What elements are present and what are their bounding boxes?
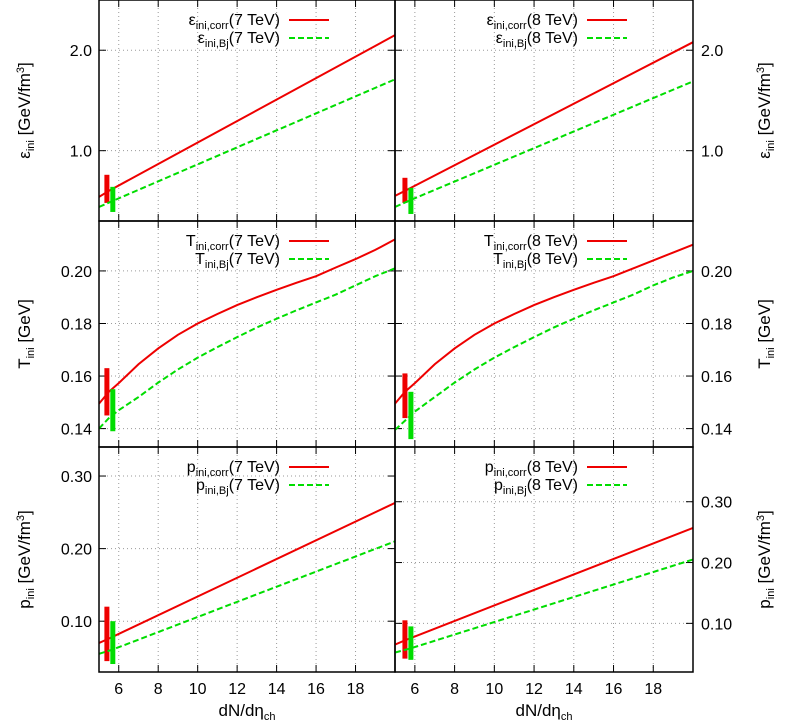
panel-p-8TeV: 0.10 0.20 0.30 pini,corr(8 TeV)pini,Bj(8 Te… [394, 446, 732, 698]
panel-epsilon-8TeV: 1.0 2.0 εini,corr(8 TeV)εini,Bj(8 TeV) [394, 0, 723, 222]
series-line-bj [395, 269, 693, 431]
x-tick-label: 16 [605, 681, 623, 698]
y-tick-label: 0.20 [61, 264, 92, 281]
legend-label-bj: pini,Bj(8 TeV) [494, 477, 578, 497]
x-axis-label-right: dN/dηch [516, 701, 573, 723]
legend-label-corr: εini,corr(8 TeV) [487, 12, 578, 32]
series-line-corr [395, 243, 693, 405]
error-bar-bj [408, 626, 414, 660]
series-line-bj [395, 80, 693, 208]
series-line-corr [99, 238, 395, 405]
y-axis-label-temperature-left: Tini [GeV] [15, 299, 37, 369]
y-tick-label: 0.16 [61, 369, 92, 386]
error-bar-bj [110, 621, 116, 665]
y-axis-label-epsilon-left: εini [GeV/fm3] [15, 62, 37, 159]
y-axis-label-pressure-left: pini [GeV/fm3] [15, 510, 37, 608]
error-bar-corr [104, 606, 110, 662]
y-axis-label-temperature-right: Tini [GeV] [755, 299, 777, 369]
x-tick-label: 16 [307, 681, 325, 698]
y-tick-label: 0.18 [61, 316, 92, 333]
y-tick-label: 2.0 [70, 43, 92, 60]
legend-label-corr: pini,corr(7 TeV) [187, 459, 280, 479]
y-tick-label: 0.20 [701, 556, 732, 573]
panels: 1.0 2.0 εini,corr(7 TeV)εini,Bj(7 TeV) 1.0 2… [61, 0, 732, 698]
legend-label-bj: Tini,Bj(7 TeV) [195, 251, 280, 271]
panel-border [394, 446, 694, 673]
y-tick-label: 0.30 [701, 495, 732, 512]
series-line-bj [99, 78, 395, 208]
legend-label-bj: εini,Bj(7 TeV) [198, 30, 280, 50]
y-tick-label: 1.0 [701, 144, 723, 161]
y-tick-label: 0.16 [701, 369, 732, 386]
error-bar-bj [408, 187, 414, 214]
x-tick-label: 10 [189, 681, 207, 698]
y-tick-label: 2.0 [701, 43, 723, 60]
x-tick-label: 18 [644, 681, 662, 698]
legend-label-bj: εini,Bj(8 TeV) [496, 30, 578, 50]
y-tick-label: 0.10 [701, 616, 732, 633]
legend-label-bj: Tini,Bj(8 TeV) [493, 251, 578, 271]
legend-label-corr: Tini,corr(7 TeV) [186, 233, 280, 253]
y-tick-label: 0.14 [701, 422, 732, 439]
y-tick-label: 0.18 [701, 316, 732, 333]
x-tick-label: 8 [450, 681, 459, 698]
x-tick-label: 6 [410, 681, 419, 698]
error-bar-corr [402, 373, 408, 419]
x-tick-label: 6 [114, 681, 123, 698]
error-bar-corr [104, 368, 110, 416]
error-bar-bj [110, 389, 116, 432]
x-tick-label: 18 [347, 681, 365, 698]
panel-p-7TeV: 0.10 0.20 0.30 pini,corr(7 TeV)pini,Bj(7 Te… [61, 446, 396, 698]
legend-label-corr: Tini,corr(8 TeV) [484, 233, 578, 253]
legend-label-bj: pini,Bj(7 TeV) [196, 477, 280, 497]
error-bar-corr [402, 177, 408, 203]
error-bar-corr [104, 174, 110, 203]
y-axis-label-epsilon-right: εini [GeV/fm3] [755, 62, 777, 159]
y-tick-label: 0.10 [61, 614, 92, 631]
panel-T-7TeV: 0.14 0.16 0.18 0.20 Tini,corr(7 TeV)Tini,Bj(… [61, 220, 396, 448]
x-tick-label: 14 [565, 681, 583, 698]
series-line-bj [395, 558, 693, 654]
x-tick-label: 14 [268, 681, 286, 698]
y-tick-label: 0.14 [61, 422, 92, 439]
x-axis-label-left: dN/dηch [219, 701, 276, 723]
legend-label-corr: εini,corr(7 TeV) [189, 12, 280, 32]
x-tick-label: 10 [485, 681, 503, 698]
x-tick-label: 8 [154, 681, 163, 698]
x-tick-label: 12 [228, 681, 246, 698]
error-bar-corr [402, 620, 408, 659]
y-tick-label: 1.0 [70, 144, 92, 161]
error-bar-bj [408, 391, 414, 440]
error-bar-bj [110, 186, 116, 212]
y-axis-label-pressure-right: pini [GeV/fm3] [755, 510, 777, 608]
y-tick-label: 0.30 [61, 469, 92, 486]
panel-T-8TeV: 0.14 0.16 0.18 0.20 Tini,corr(8 TeV)Tini,Bj(… [394, 220, 732, 448]
x-tick-label: 12 [525, 681, 543, 698]
y-tick-label: 0.20 [701, 264, 732, 281]
y-tick-label: 0.20 [61, 542, 92, 559]
series-line-bj [99, 267, 395, 430]
legend-label-corr: pini,corr(8 TeV) [485, 459, 578, 479]
